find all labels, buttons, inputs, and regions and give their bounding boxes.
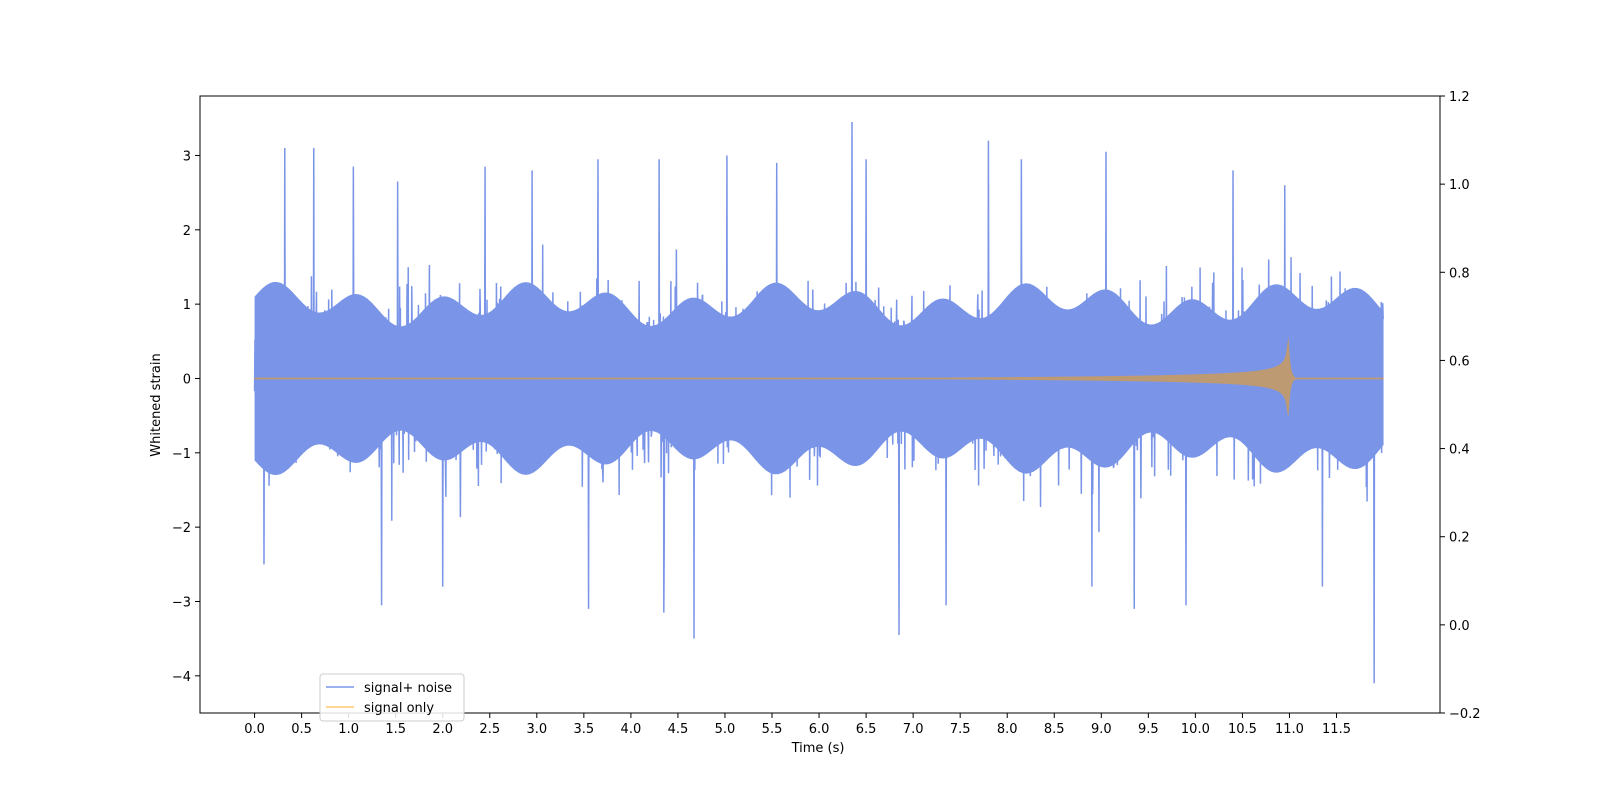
x-tick-label: 2.0 [432, 722, 453, 737]
legend-box [319, 673, 465, 722]
data-layer [253, 122, 1384, 684]
y-tick-label: −3 [172, 595, 191, 610]
y-tick-label: 0 [183, 372, 191, 387]
signal-plus-noise-line [253, 122, 1384, 684]
x-tick-label: 4.0 [621, 722, 642, 737]
y-axis-right: −0.2 0.0 0.2 0.4 0.6 0.8 1.0 1.2 [1440, 90, 1481, 722]
x-tick-label: 2.5 [479, 722, 500, 737]
y2-tick-label: −0.2 [1449, 707, 1481, 722]
x-tick-label: 6.5 [856, 722, 877, 737]
x-axis: 0.0 0.5 1.0 1.5 2.0 2.5 3.0 3.5 4.0 4.5 5.0 5.5 6.0 6… [244, 713, 1351, 737]
x-tick-label: 4.5 [668, 722, 689, 737]
y-axis-label: Whitened strain [149, 353, 164, 456]
y-tick-label: 1 [183, 298, 191, 313]
x-tick-label: 3.5 [574, 722, 595, 737]
y2-tick-label: 1.0 [1449, 178, 1470, 193]
y-axis-left: −4 −3 −2 −1 0 1 2 3 [172, 149, 200, 685]
x-tick-label: 1.5 [385, 722, 406, 737]
plot-frame [199, 95, 1441, 714]
legend: signal+ noise signal only [319, 673, 465, 722]
y-tick-label: 3 [183, 149, 191, 164]
x-axis-label: Time (s) [791, 741, 845, 756]
x-tick-label: 11.0 [1275, 722, 1304, 737]
x-tick-label: 5.0 [715, 722, 736, 737]
x-tick-label: 6.0 [809, 722, 830, 737]
signal-only-envelope [254, 336, 1384, 417]
y2-tick-label: 0.8 [1449, 266, 1470, 281]
x-tick-label: 9.5 [1138, 722, 1159, 737]
x-tick-label: 9.0 [1091, 722, 1112, 737]
x-tick-label: 8.0 [997, 722, 1018, 737]
legend-label-signal-plus-noise: signal+ noise [364, 681, 452, 696]
x-tick-label: 7.0 [903, 722, 924, 737]
y-tick-label: −4 [172, 670, 191, 685]
y-tick-label: 2 [183, 224, 191, 239]
x-tick-label: 0.5 [291, 722, 312, 737]
x-tick-label: 11.5 [1322, 722, 1351, 737]
x-tick-label: 10.0 [1181, 722, 1210, 737]
y-tick-label: −1 [172, 447, 191, 462]
y2-tick-label: 0.4 [1449, 443, 1470, 458]
legend-label-signal-only: signal only [364, 701, 434, 716]
x-tick-label: 8.5 [1044, 722, 1065, 737]
x-tick-label: 5.5 [762, 722, 783, 737]
y2-tick-label: 0.0 [1449, 619, 1470, 634]
x-tick-label: 10.5 [1228, 722, 1257, 737]
x-tick-label: 1.0 [338, 722, 359, 737]
y-tick-label: −2 [172, 521, 191, 536]
y2-tick-label: 0.6 [1449, 354, 1470, 369]
y2-tick-label: 1.2 [1449, 90, 1470, 105]
x-tick-label: 0.0 [244, 722, 265, 737]
x-tick-label: 7.5 [950, 722, 971, 737]
x-tick-label: 3.0 [526, 722, 547, 737]
y2-tick-label: 0.2 [1449, 531, 1470, 546]
